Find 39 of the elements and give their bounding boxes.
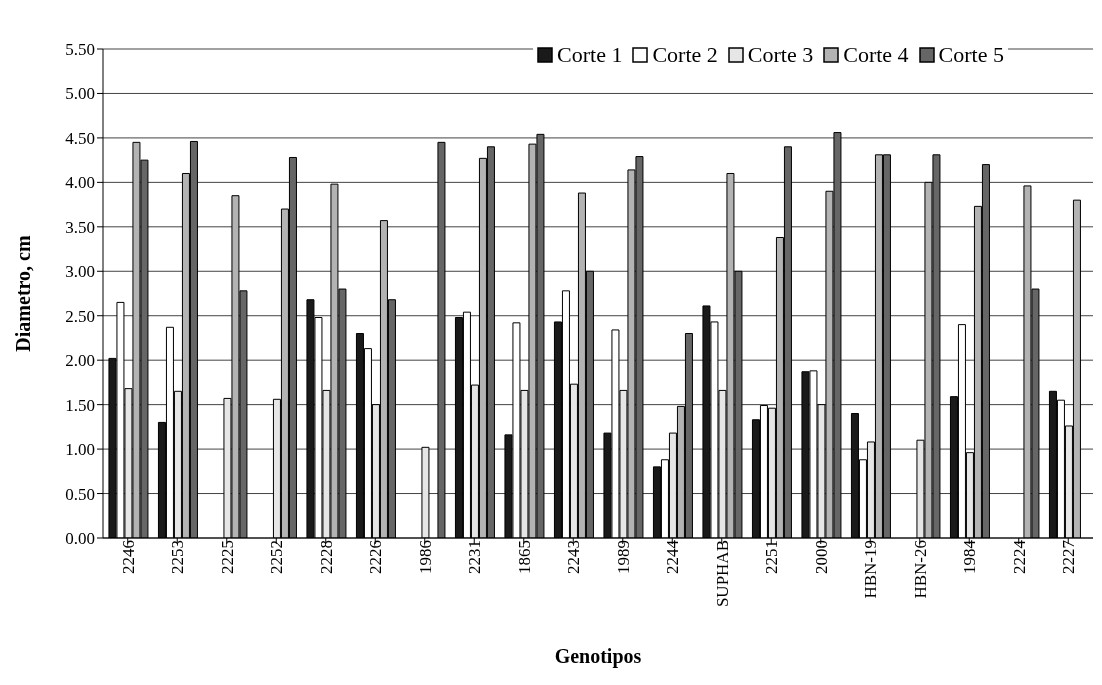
x-tick-label: 2225 [217,540,237,574]
y-tick-label: 5.00 [65,84,95,104]
x-tick-label: 2226 [366,540,386,574]
y-tick-label: 3.00 [65,262,95,282]
x-tick-label: 1989 [613,540,633,574]
y-tick-label: 4.50 [65,128,95,148]
x-tick-label: 2244 [663,539,683,574]
legend-label: Corte 3 [747,42,814,68]
y-tick-label: 1.50 [65,395,95,415]
x-tick-label: 1984 [960,539,980,574]
y-tick-label: 3.50 [65,217,95,237]
x-tick-label: HBN-26 [910,540,930,599]
y-tick-label: 1.00 [65,440,95,460]
y-tick-label: 2.00 [65,351,95,371]
legend-label: Corte 4 [843,42,909,68]
x-tick-label: 1865 [514,540,534,574]
x-tick-label: SUPHAB [712,540,732,608]
y-tick-label: 0.00 [65,529,95,549]
x-axis-title: Genotipos [554,645,642,668]
x-tick-label: 2251 [762,540,782,574]
x-tick-label: 2231 [465,540,485,574]
x-tick-label: 1986 [415,540,435,574]
legend-label: Corte 2 [652,42,718,68]
x-tick-label: 2243 [564,540,584,574]
x-tick-label: 2246 [118,540,138,574]
y-axis-title: Diametro, cm [12,235,35,352]
legend-label: Corte 5 [938,42,1004,68]
legend-label: Corte 1 [557,42,623,68]
y-tick-label: 4.00 [65,173,95,193]
x-tick-label: 2224 [1009,539,1029,574]
x-tick-label: 2228 [316,540,336,574]
x-tick-label: 2000 [811,540,831,574]
y-tick-label: 0.50 [65,484,95,504]
x-tick-label: HBN-19 [861,540,881,599]
x-tick-label: 2227 [1059,539,1079,574]
y-tick-label: 2.50 [65,306,95,326]
x-tick-label: 2252 [267,540,287,574]
y-tick-label: 5.50 [65,40,95,60]
x-tick-label: 2253 [168,540,188,574]
